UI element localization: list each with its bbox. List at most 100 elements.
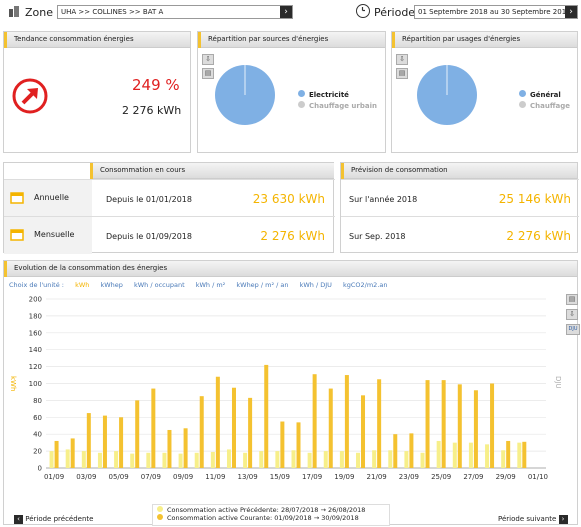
periode-selector[interactable]: 01 Septembre 2018 au 30 Septembre 2018 › <box>414 5 578 19</box>
download-icon[interactable]: ⇩ <box>396 54 408 65</box>
sources-pie <box>215 65 275 125</box>
bar-previous <box>114 451 119 468</box>
tendance-panel: Tendance consommation énergies 249 % 2 2… <box>3 31 191 153</box>
unit-kwh-m2-link[interactable]: kWh / m² <box>195 281 226 289</box>
row-value: 23 630 kWh <box>252 192 325 206</box>
x-tick-label: 05/09 <box>108 473 128 481</box>
bar-current <box>183 428 188 468</box>
bar-current <box>409 433 414 468</box>
legend-label: Electricité <box>309 91 349 99</box>
row-label: Mensuelle <box>34 230 75 239</box>
unit-kwh-dju-link[interactable]: kWh / DJU <box>299 281 332 289</box>
periode-label: Période : <box>374 6 423 19</box>
y-tick-label: 0 <box>38 465 42 473</box>
bar-previous <box>372 450 377 468</box>
evolution-panel: Evolution de la consommation des énergie… <box>3 260 580 526</box>
consumption-bar-chart: 0 20 40 60 80 100 120 140 160 180 200 01/09 03/09 05/… <box>29 296 548 482</box>
building-icon <box>8 5 20 17</box>
y-tick-label: 100 <box>29 380 42 388</box>
dju-toggle-button[interactable]: DJU <box>566 324 580 335</box>
x-tick-label: 25/09 <box>431 473 451 481</box>
bar-previous <box>81 451 86 468</box>
x-tick-label: 11/09 <box>205 473 225 481</box>
bar-previous <box>97 452 102 468</box>
sources-legend-1[interactable]: Electricité <box>298 90 349 99</box>
prevision-panel: Prévision de consommation Sur l'année 20… <box>340 162 579 253</box>
unit-kgco2-link[interactable]: kgCO2/m2.an <box>342 281 388 289</box>
x-tick-label: 01/09 <box>44 473 64 481</box>
tendance-value: 2 276 kWh <box>122 104 182 117</box>
row-value: 2 276 kWh <box>260 229 325 243</box>
trend-up-arrow-icon <box>12 78 48 114</box>
x-tick-label: 29/09 <box>496 473 516 481</box>
legend-label: Chauffage urbain <box>309 102 377 110</box>
usages-legend-2[interactable]: Chauffage <box>519 101 570 110</box>
prevision-row-annee: Sur l'année 2018 25 146 kWh <box>341 179 579 216</box>
legend-dot-cur <box>157 514 163 520</box>
choix-label: Choix de l'unité : <box>9 281 64 289</box>
zone-arrow-button[interactable]: › <box>280 6 292 18</box>
bar-current <box>135 400 140 468</box>
y-tick-label: 40 <box>33 431 42 439</box>
bar-current <box>457 384 462 468</box>
bar-previous <box>49 451 54 468</box>
print-icon[interactable]: ▤ <box>396 68 408 79</box>
legend-label: Chauffage <box>530 102 570 110</box>
conso-header: Consommation en cours <box>90 163 334 179</box>
row-label: Sur l'année 2018 <box>349 195 418 204</box>
bar-current <box>54 440 59 468</box>
usages-panel: Répartition par usages d'énergies ⇩ ▤ Gé… <box>391 31 578 153</box>
x-tick-label: 15/09 <box>270 473 290 481</box>
unit-kwh-occupant-link[interactable]: kWh / occupant <box>133 281 185 289</box>
bar-current <box>328 388 333 468</box>
unit-kwhep-link[interactable]: kWhep <box>100 281 123 289</box>
bar-current <box>215 376 220 468</box>
clock-icon <box>356 4 370 18</box>
bar-current <box>344 375 349 468</box>
usages-header: Répartition par usages d'énergies <box>392 32 577 48</box>
x-tick-label: 23/09 <box>399 473 419 481</box>
next-period-button[interactable]: Période suivante › <box>498 515 568 524</box>
bar-current <box>248 397 253 468</box>
usages-title: Répartition par usages d'énergies <box>402 35 521 43</box>
print-icon[interactable]: ▤ <box>566 294 578 305</box>
unit-kwhep-m2-an-link[interactable]: kWhep / m² / an <box>236 281 289 289</box>
bar-previous <box>259 451 264 468</box>
bar-previous <box>356 452 361 468</box>
print-icon[interactable]: ▤ <box>202 68 214 79</box>
sources-legend-2[interactable]: Chauffage urbain <box>298 101 377 110</box>
bar-previous <box>485 444 490 468</box>
bar-current <box>361 395 366 468</box>
tendance-percent: 249 % <box>132 76 180 94</box>
periode-arrow-button[interactable]: › <box>565 6 577 18</box>
y2-axis-label: DJU <box>554 376 562 389</box>
bar-previous <box>420 452 425 468</box>
conso-row-annuelle: Annuelle Depuis le 01/01/2018 23 630 kWh <box>4 179 335 217</box>
zone-selector[interactable]: UHA >> COLLINES >> BAT A › <box>57 5 293 19</box>
unit-kwh-link[interactable]: kWh <box>75 281 90 289</box>
y-tick-label: 140 <box>29 346 42 354</box>
download-icon[interactable]: ⇩ <box>202 54 214 65</box>
evolution-title: Evolution de la consommation des énergie… <box>14 264 168 272</box>
previous-period-button[interactable]: ‹ Période précédente <box>14 515 93 524</box>
bar-previous <box>388 450 393 468</box>
y-tick-label: 120 <box>29 363 42 371</box>
legend-dot-general <box>519 90 526 97</box>
bar-previous <box>65 449 70 468</box>
bar-previous <box>468 442 473 468</box>
bar-previous <box>146 452 151 468</box>
zone-value: UHA >> COLLINES >> BAT A <box>61 8 164 16</box>
usages-legend-1[interactable]: Général <box>519 90 561 99</box>
legend-prev[interactable]: Consommation active Précédente: 28/07/20… <box>157 506 385 514</box>
conso-row-mensuelle: Mensuelle Depuis le 01/09/2018 2 276 kWh <box>4 216 335 254</box>
legend-cur[interactable]: Consommation active Courante: 01/09/2018… <box>157 514 385 522</box>
bar-previous <box>291 450 296 468</box>
row-label: Sur Sep. 2018 <box>349 232 406 241</box>
download-icon[interactable]: ⇩ <box>566 309 578 320</box>
bar-current <box>441 380 446 468</box>
bar-current <box>377 379 382 468</box>
prevision-header: Prévision de consommation <box>341 163 577 179</box>
bar-previous <box>404 451 409 468</box>
y-tick-label: 80 <box>33 397 42 405</box>
prevision-title: Prévision de consommation <box>351 166 448 174</box>
